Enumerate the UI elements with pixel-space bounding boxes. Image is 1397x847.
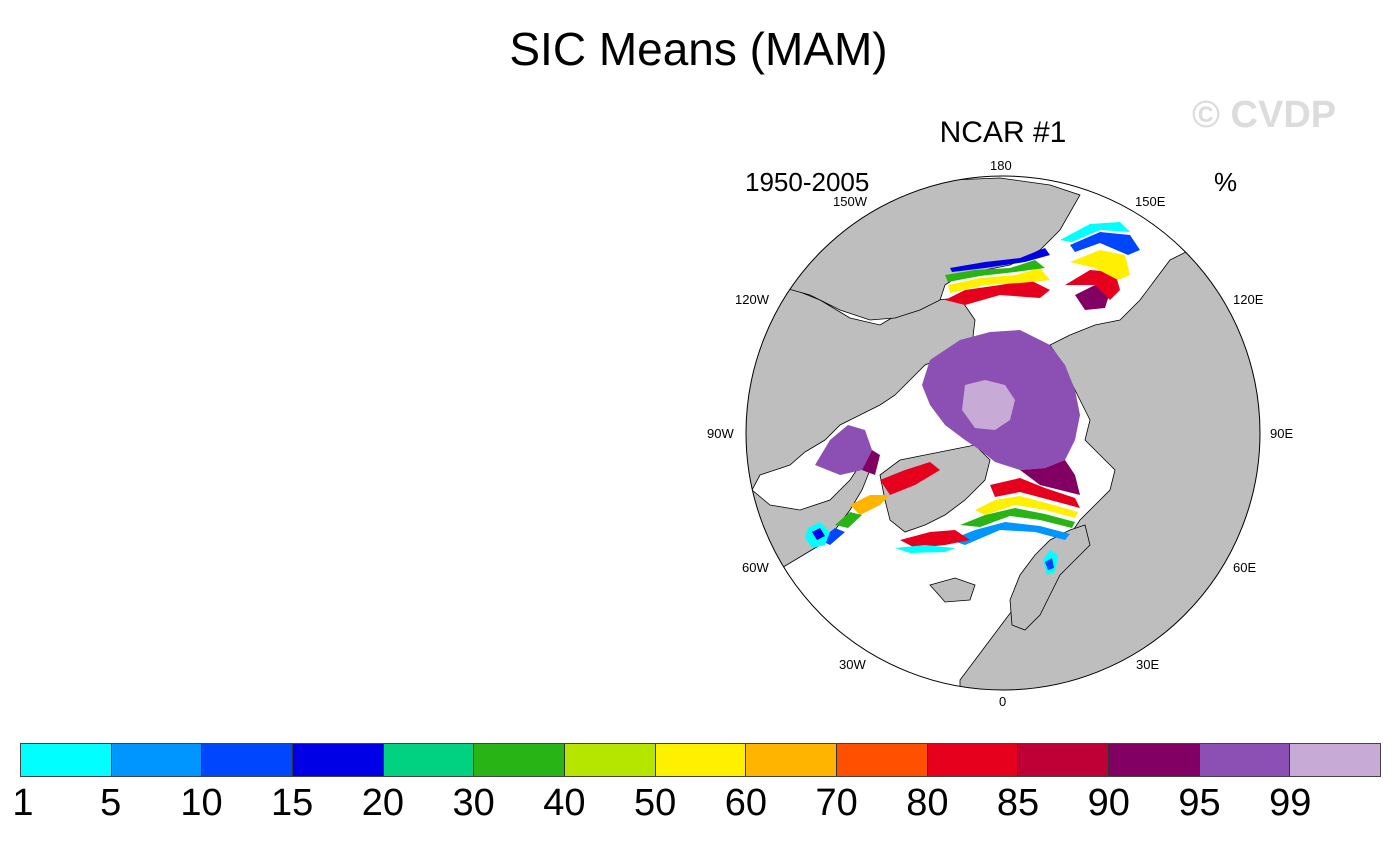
ice-central-pack (962, 380, 1015, 430)
lon-label-0: 0 (999, 694, 1007, 709)
colorbar-box (746, 744, 838, 776)
colorbar-label: 90 (1087, 782, 1130, 824)
map-title: NCAR #1 (939, 116, 1067, 149)
colorbar-box (565, 744, 656, 776)
ice-greenland-sea (900, 530, 970, 548)
land-greenland (879, 444, 991, 533)
ice-baltic-blue (1045, 558, 1054, 570)
figure-title: SIC Means (MAM) (509, 23, 888, 75)
colorbar-box (202, 744, 294, 776)
colorbar-label: 99 (1269, 782, 1312, 824)
colorbar-label: 20 (361, 782, 405, 824)
colorbar-label: 50 (633, 782, 677, 824)
ice-labrador-band-orange (850, 495, 890, 515)
colorbar-box (927, 744, 1019, 776)
colorbar-box (383, 744, 475, 776)
colorbar-box (655, 744, 747, 776)
ice-barents-green (960, 508, 1075, 528)
lon-label-60E: 60E (1233, 560, 1257, 575)
lon-label-120W: 120W (735, 292, 769, 307)
ice-labrador-band-green (835, 512, 862, 528)
colorbar-label: 70 (815, 782, 858, 824)
colorbar-label: 30 (452, 782, 495, 824)
colorbar-box (21, 744, 112, 776)
ice-bering-green (945, 260, 1045, 282)
lon-label-150W: 150W (833, 194, 867, 209)
ice-okhotsk-red (1065, 270, 1120, 300)
ice-barents-yellow (975, 496, 1078, 518)
lon-label-180: 180 (990, 158, 1012, 173)
lon-label-30E: 30E (1136, 657, 1160, 672)
ice-hudson-bay (815, 425, 872, 475)
globe-border (745, 175, 1261, 691)
ice-greenland-sea-blue (895, 545, 955, 553)
ice-okhotsk-yellow (1070, 250, 1130, 280)
colorbar (20, 743, 1381, 777)
ice-bering-yellow (948, 268, 1050, 293)
ice-barents-blue (950, 522, 1070, 545)
units-label: % (1214, 167, 1238, 197)
lon-label-120E: 120E (1233, 292, 1264, 307)
colorbar-label: 95 (1178, 782, 1221, 824)
colorbar-box (1109, 744, 1200, 776)
colorbar-box (474, 744, 566, 776)
ice-barents-deep (1020, 460, 1080, 495)
colorbar-box (837, 744, 928, 776)
ice-st-lawrence-blue (812, 528, 825, 540)
colorbar-label: 60 (724, 782, 767, 824)
ice-baffin-red (880, 462, 940, 495)
colorbar-label: 40 (543, 782, 586, 824)
colorbar-box (1018, 744, 1110, 776)
ice-bering-blue (950, 248, 1050, 272)
land-scandinavia (1009, 524, 1091, 631)
cvdp-watermark: © CVDP (1192, 94, 1337, 136)
colorbar-label: 80 (906, 782, 949, 824)
ice-hudson-edge (862, 450, 880, 475)
lon-label-60W: 60W (742, 560, 769, 575)
colorbar-label: 85 (996, 782, 1040, 824)
lon-label-90W: 90W (707, 426, 734, 441)
colorbar-label: 15 (271, 782, 314, 824)
ice-okhotsk-blue (1070, 232, 1140, 255)
polar-map (745, 175, 1261, 691)
colorbar-label: 1 (12, 782, 34, 824)
land-iceland (929, 577, 976, 603)
colorbar-box (1290, 744, 1381, 776)
colorbar-box (293, 744, 384, 776)
colorbar-label: 10 (180, 782, 223, 824)
ice-okhotsk-cyan (1060, 222, 1130, 242)
colorbar-box (111, 744, 203, 776)
period-label: 1950-2005 (745, 167, 870, 197)
ice-bering-red (945, 280, 1050, 305)
lon-label-30W: 30W (839, 657, 866, 672)
colorbar-box (1199, 744, 1291, 776)
lon-label-150E: 150E (1135, 194, 1166, 209)
lon-label-90E: 90E (1270, 426, 1294, 441)
ice-barents-red (990, 478, 1080, 508)
colorbar-label: 5 (100, 782, 122, 824)
